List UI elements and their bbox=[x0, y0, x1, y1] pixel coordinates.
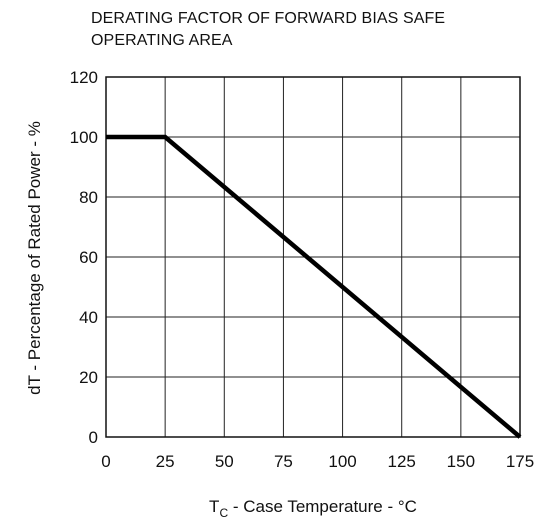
x-tick-label: 75 bbox=[274, 452, 293, 471]
y-tick-labels: 0 20 40 60 80 100 120 bbox=[70, 68, 98, 447]
y-tick-label: 120 bbox=[70, 68, 98, 87]
y-tick-label: 100 bbox=[70, 128, 98, 147]
x-axis-label: TC - Case Temperature - °C bbox=[209, 497, 417, 520]
y-tick-label: 60 bbox=[79, 248, 98, 267]
x-tick-label: 175 bbox=[506, 452, 534, 471]
x-tick-label: 50 bbox=[215, 452, 234, 471]
x-tick-label: 100 bbox=[328, 452, 356, 471]
x-tick-labels: 0 25 50 75 100 125 150 175 bbox=[101, 452, 534, 471]
chart-title: DERATING FACTOR OF FORWARD BIAS SAFE OPE… bbox=[91, 8, 551, 52]
chart-title-line-1: DERATING FACTOR OF FORWARD BIAS SAFE bbox=[91, 10, 446, 27]
plot-frame bbox=[105, 76, 521, 438]
x-tick-label: 0 bbox=[101, 452, 110, 471]
y-tick-label: 80 bbox=[79, 188, 98, 207]
x-tick-label: 150 bbox=[447, 452, 475, 471]
chart-title-line-2: OPERATING AREA bbox=[91, 32, 233, 49]
y-tick-label: 0 bbox=[89, 428, 98, 447]
x-axis-label-text: - Case Temperature - °C bbox=[228, 497, 417, 516]
x-tick-label: 25 bbox=[156, 452, 175, 471]
y-tick-label: 40 bbox=[79, 308, 98, 327]
series-layer bbox=[106, 134, 522, 439]
x-tick-label: 125 bbox=[388, 452, 416, 471]
y-axis-label: dT - Percentage of Rated Power - % bbox=[25, 121, 44, 395]
series-line-0 bbox=[106, 134, 522, 439]
y-tick-label: 20 bbox=[79, 368, 98, 387]
x-axis-label-subscript: C bbox=[219, 506, 228, 520]
x-axis-label-symbol: T bbox=[209, 497, 219, 516]
